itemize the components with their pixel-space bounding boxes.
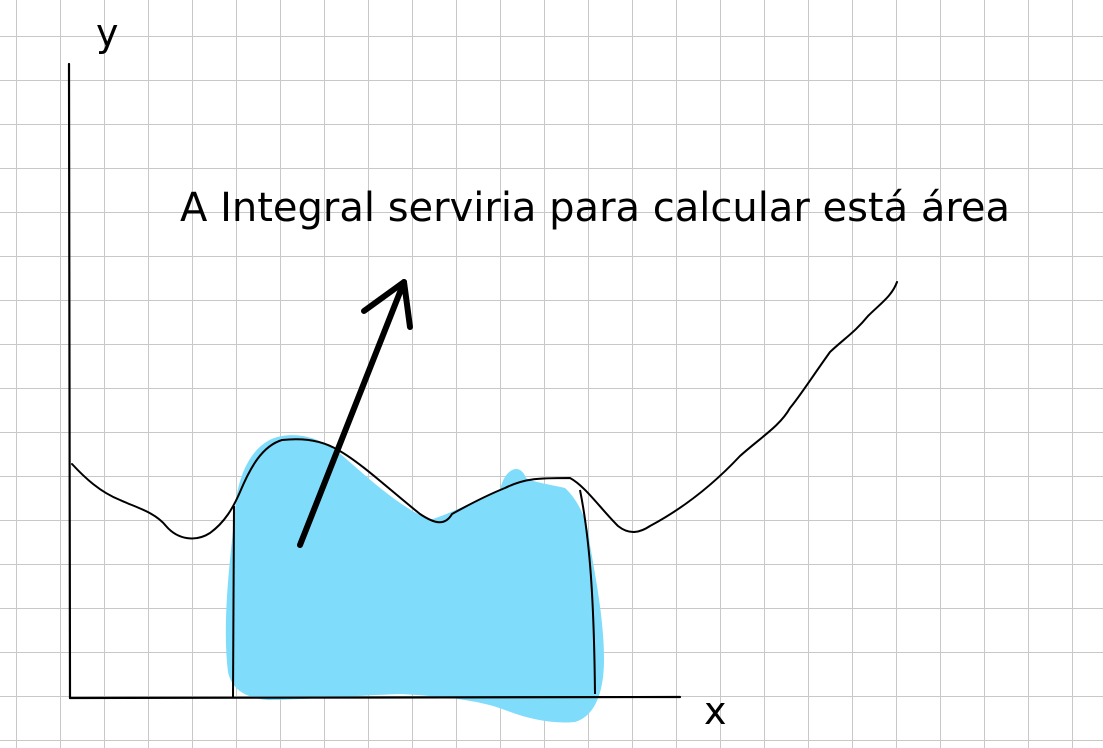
right-boundary-line xyxy=(579,489,596,695)
arrow-head xyxy=(361,279,413,330)
arrow-shaft xyxy=(297,279,407,548)
x-axis-label: x xyxy=(704,689,727,733)
x-axis-line xyxy=(68,695,682,700)
y-axis-label: y xyxy=(96,11,119,55)
y-axis-line xyxy=(67,62,72,700)
shaded-area xyxy=(225,435,605,723)
left-boundary-line xyxy=(232,505,235,699)
function-curve xyxy=(71,281,898,540)
annotation-text: A Integral serviria para calcular está á… xyxy=(180,185,1011,231)
